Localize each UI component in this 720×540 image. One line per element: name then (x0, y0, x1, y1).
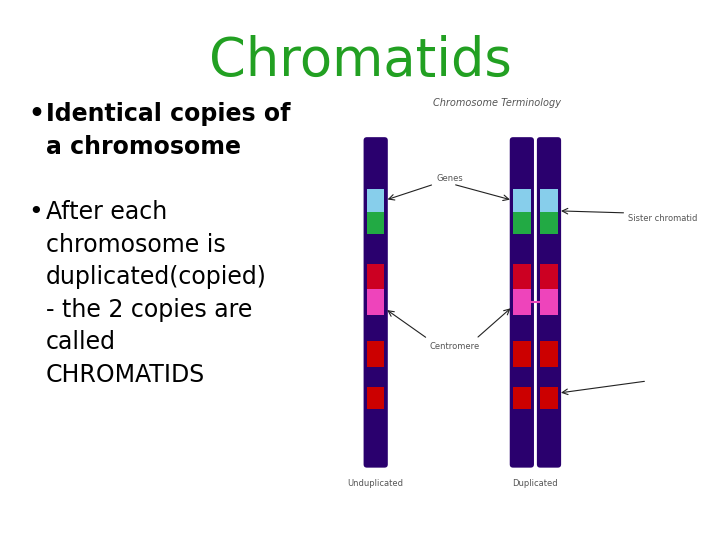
Bar (540, 341, 558, 367)
Bar (367, 212, 384, 234)
Bar (367, 289, 384, 315)
Bar (513, 189, 531, 212)
Text: Genes: Genes (436, 173, 463, 183)
FancyBboxPatch shape (537, 137, 561, 468)
Text: Centromere: Centromere (430, 342, 480, 352)
Text: After each
chromosome is
duplicated(copied)
- the 2 copies are
called
CHROMATIDS: After each chromosome is duplicated(copi… (46, 200, 267, 387)
Text: Sister chromatid: Sister chromatid (629, 214, 698, 224)
Text: Duplicated: Duplicated (513, 478, 558, 488)
Bar (513, 341, 531, 367)
Text: Identical copies of
a chromosome: Identical copies of a chromosome (46, 102, 290, 159)
Bar (540, 289, 558, 315)
Text: •: • (28, 200, 42, 224)
FancyBboxPatch shape (364, 137, 388, 468)
Bar (540, 212, 558, 234)
FancyBboxPatch shape (510, 137, 534, 468)
Text: Chromatids: Chromatids (209, 35, 511, 87)
Bar (367, 264, 384, 289)
Bar (540, 264, 558, 289)
Bar (513, 264, 531, 289)
Bar (513, 289, 531, 315)
Text: Unduplicated: Unduplicated (348, 478, 404, 488)
Bar (367, 387, 384, 409)
Bar (540, 189, 558, 212)
Bar (513, 387, 531, 409)
Bar (513, 212, 531, 234)
Bar (367, 189, 384, 212)
Bar (540, 387, 558, 409)
Text: Chromosome Terminology: Chromosome Terminology (433, 98, 561, 108)
Text: •: • (28, 102, 44, 126)
Bar (367, 341, 384, 367)
